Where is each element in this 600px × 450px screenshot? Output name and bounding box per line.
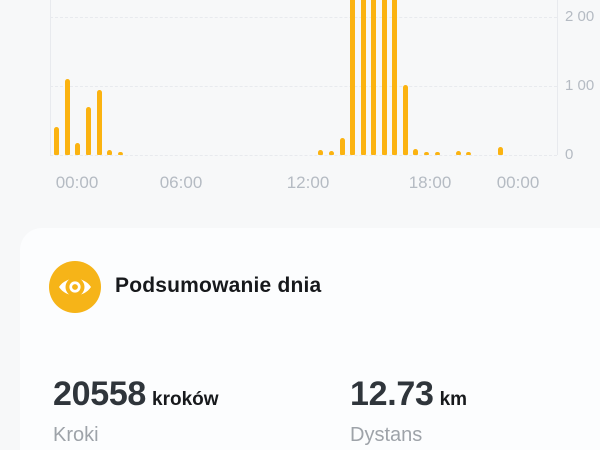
chart-bar: [318, 150, 324, 155]
chart-bar: [75, 143, 81, 155]
chart-bar: [497, 147, 503, 155]
steps-value: 20558: [53, 375, 147, 413]
chart-bar: [466, 152, 472, 155]
x-axis-label: 00:00: [496, 173, 540, 192]
chart-bar: [360, 0, 366, 155]
gridline: [50, 86, 557, 87]
chart-bar: [117, 152, 123, 155]
distance-value: 12.73: [350, 375, 434, 413]
card-title: Podsumowanie dnia: [115, 274, 322, 297]
chart-bar: [402, 85, 408, 155]
distance-stat: 12.73 km Dystans: [350, 375, 467, 447]
chart-bar: [96, 90, 102, 155]
steps-stat: 20558 kroków Kroki: [53, 375, 219, 447]
x-axis-label: 18:00: [408, 173, 452, 192]
steps-unit: kroków: [152, 389, 219, 410]
chart-bar: [328, 151, 334, 155]
daily-summary-card: Podsumowanie dnia 20558 kroków Kroki 12.…: [20, 228, 600, 450]
gridline: [50, 155, 557, 156]
y-axis-label: 0: [565, 146, 574, 163]
chart-bar: [381, 0, 387, 155]
chart-bar: [455, 151, 461, 155]
distance-label: Dystans: [350, 424, 423, 446]
chart-bar: [54, 127, 60, 155]
y-axis-label: 1 00: [565, 77, 595, 94]
chart-bar: [339, 138, 345, 155]
distance-unit: km: [439, 389, 468, 410]
chart-bar: [424, 152, 429, 155]
steps-chart[interactable]: 2 00 1 00 0 00:00 06:00 12:00 18:00 00:00: [0, 0, 600, 210]
chart-right-axis-line: [557, 0, 558, 155]
gridline: [50, 17, 557, 18]
chart-left-axis-line: [50, 0, 51, 155]
chart-bar: [350, 0, 355, 155]
chart-bar: [86, 107, 91, 155]
y-axis-label: 2 00: [565, 8, 595, 25]
steps-label: Kroki: [53, 424, 99, 446]
chart-bar: [392, 0, 398, 155]
x-axis-label: 00:00: [55, 173, 99, 192]
chart-bar: [371, 0, 377, 155]
eye-icon: [49, 261, 101, 313]
chart-bar: [64, 79, 70, 155]
chart-bar: [413, 149, 419, 155]
x-axis-label: 12:00: [286, 173, 330, 192]
chart-bar: [107, 150, 113, 155]
x-axis-label: 06:00: [159, 173, 203, 192]
chart-bar: [434, 152, 440, 155]
